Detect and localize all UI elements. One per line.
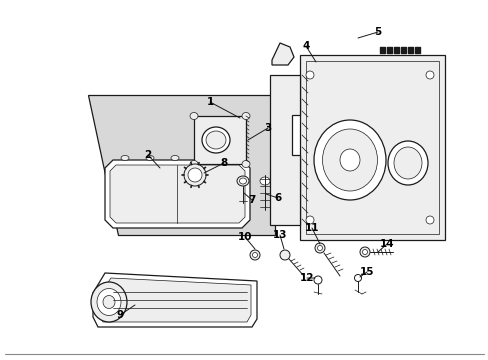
- Text: 2: 2: [144, 150, 151, 160]
- Ellipse shape: [313, 120, 385, 200]
- Ellipse shape: [190, 161, 198, 167]
- Ellipse shape: [339, 149, 359, 171]
- Ellipse shape: [202, 127, 229, 153]
- Ellipse shape: [103, 296, 115, 309]
- Ellipse shape: [362, 249, 367, 255]
- Ellipse shape: [190, 112, 198, 120]
- Ellipse shape: [237, 176, 248, 186]
- Ellipse shape: [239, 178, 246, 184]
- Ellipse shape: [387, 141, 427, 185]
- Polygon shape: [271, 43, 293, 65]
- Text: 11: 11: [304, 223, 319, 233]
- Ellipse shape: [305, 216, 313, 224]
- Text: 8: 8: [220, 158, 227, 168]
- Text: 6: 6: [274, 193, 281, 203]
- Ellipse shape: [205, 131, 225, 149]
- Text: 5: 5: [374, 27, 381, 37]
- Text: 4: 4: [302, 41, 309, 51]
- Ellipse shape: [317, 246, 322, 251]
- Polygon shape: [93, 273, 257, 327]
- Ellipse shape: [242, 112, 249, 120]
- Polygon shape: [105, 160, 249, 228]
- Polygon shape: [98, 278, 250, 322]
- Ellipse shape: [121, 156, 129, 161]
- Ellipse shape: [242, 161, 249, 167]
- Ellipse shape: [260, 177, 269, 185]
- Ellipse shape: [146, 156, 154, 161]
- Ellipse shape: [252, 252, 257, 257]
- Text: 13: 13: [272, 230, 286, 240]
- Ellipse shape: [249, 250, 260, 260]
- Ellipse shape: [425, 71, 433, 79]
- Polygon shape: [88, 95, 274, 235]
- Ellipse shape: [354, 274, 361, 282]
- Text: 15: 15: [359, 267, 373, 277]
- Ellipse shape: [359, 247, 369, 257]
- Polygon shape: [269, 75, 299, 225]
- Text: 7: 7: [248, 195, 255, 205]
- Bar: [299, 55, 444, 240]
- Text: 9: 9: [116, 310, 123, 320]
- Text: 10: 10: [237, 232, 252, 242]
- Ellipse shape: [322, 129, 377, 191]
- Ellipse shape: [314, 243, 325, 253]
- Ellipse shape: [280, 250, 289, 260]
- Polygon shape: [110, 165, 244, 223]
- Text: 12: 12: [299, 273, 314, 283]
- Ellipse shape: [313, 276, 321, 284]
- Ellipse shape: [425, 216, 433, 224]
- Ellipse shape: [393, 147, 421, 179]
- Text: 3: 3: [264, 123, 271, 133]
- Ellipse shape: [91, 282, 127, 322]
- Bar: [194, 116, 245, 164]
- Ellipse shape: [305, 71, 313, 79]
- Text: 1: 1: [206, 97, 213, 107]
- Ellipse shape: [183, 164, 205, 186]
- Bar: [305, 61, 438, 234]
- Ellipse shape: [97, 288, 121, 315]
- Ellipse shape: [187, 168, 202, 182]
- Ellipse shape: [171, 156, 179, 161]
- Text: 14: 14: [379, 239, 393, 249]
